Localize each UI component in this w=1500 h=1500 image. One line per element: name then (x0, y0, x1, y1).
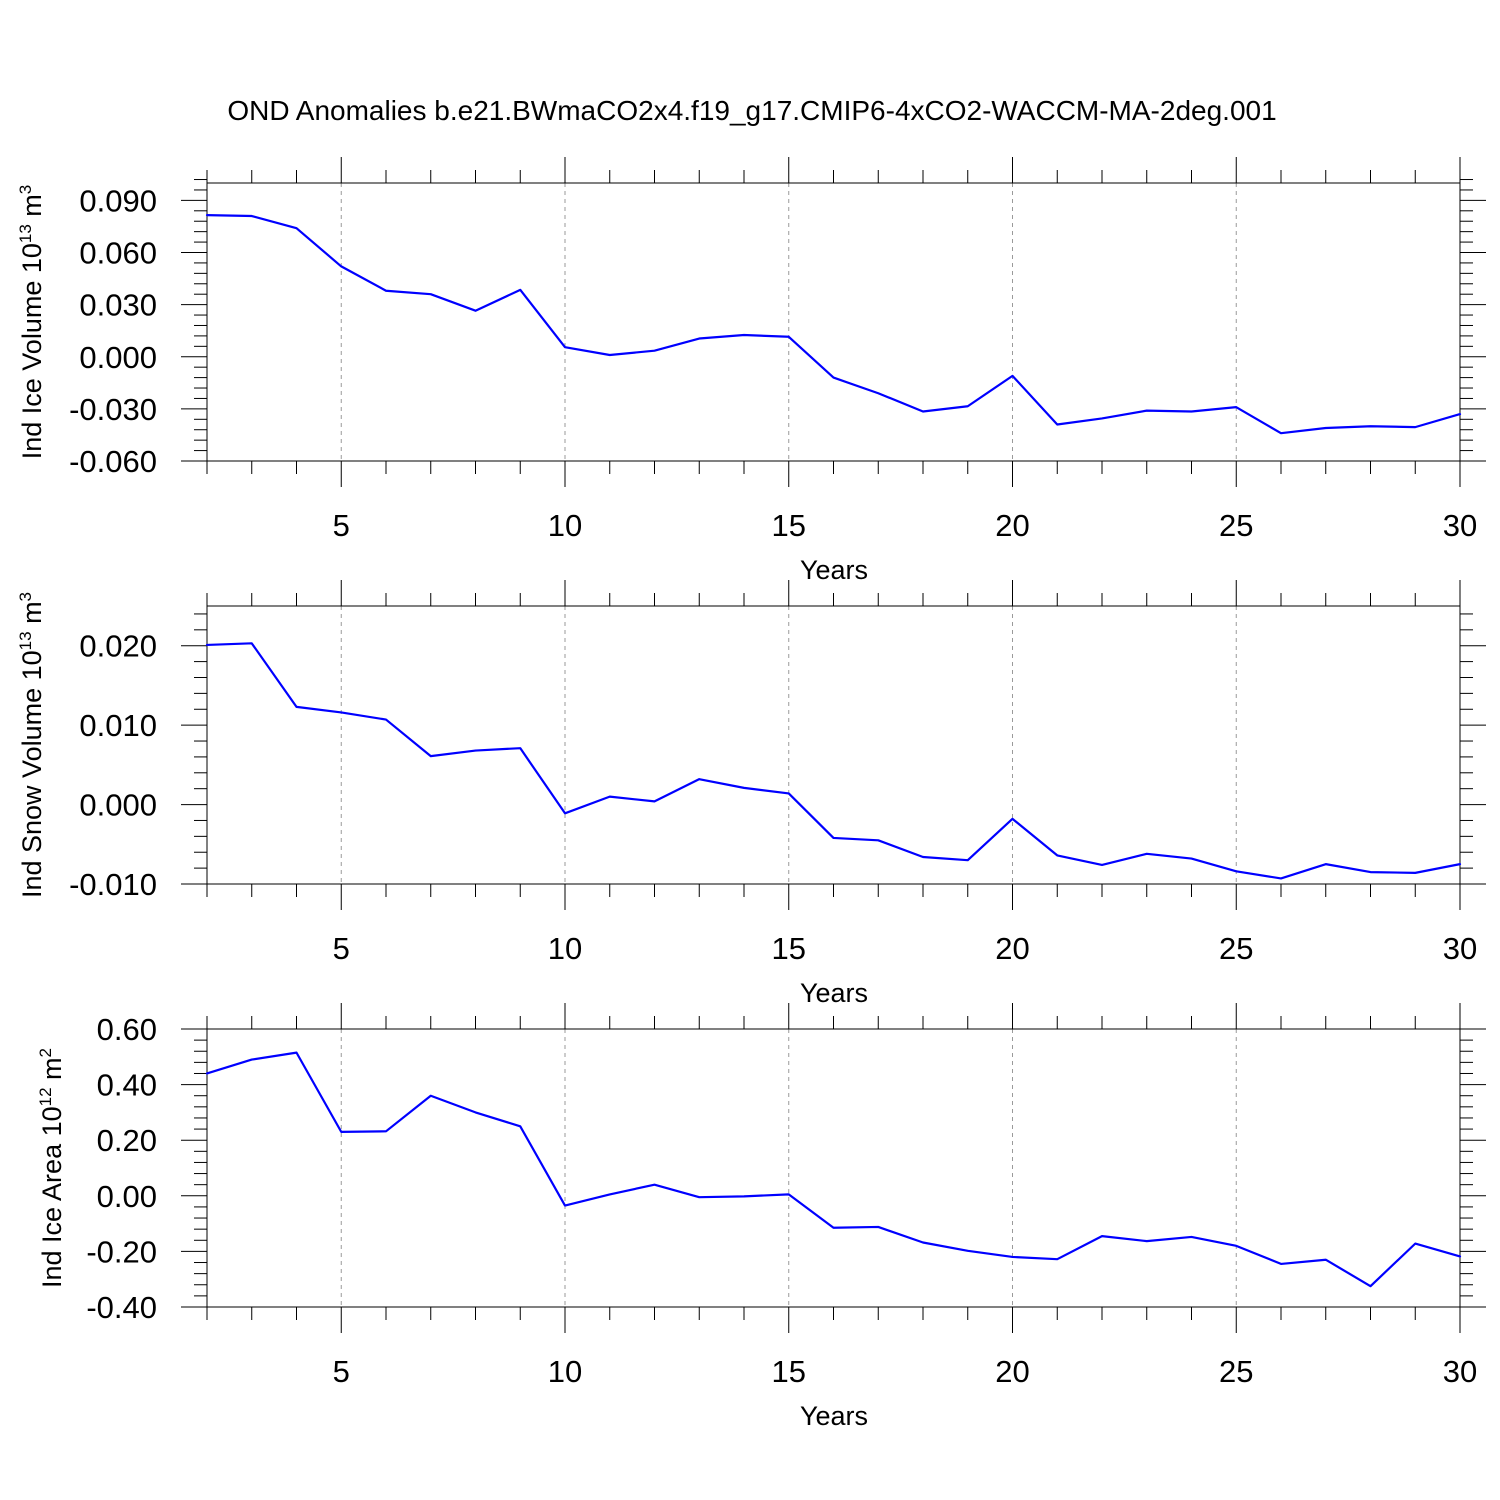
x-tick-label: 30 (1443, 931, 1477, 966)
x-tick-label: 25 (1219, 1354, 1253, 1389)
y-tick-label: 0.20 (97, 1123, 157, 1158)
y-axis-label-exponent: 13 (16, 224, 35, 243)
x-tick-label: 30 (1443, 1354, 1477, 1389)
y-tick-label: 0.090 (79, 183, 157, 218)
y-axis-label-unit-exponent: 2 (36, 1048, 55, 1057)
y-tick-label: -0.40 (86, 1290, 157, 1325)
series-line-ind-snow-volume (205, 642, 1462, 880)
x-tick-label: 5 (333, 508, 350, 543)
x-tick-label: 15 (772, 508, 806, 543)
y-axis-label-main: Ind Snow Volume 10 (17, 650, 47, 898)
y-tick-label: 0.030 (79, 288, 157, 323)
x-axis-label: Years (800, 555, 868, 585)
x-axis-label: Years (800, 978, 868, 1008)
y-axis-label-unit: m (17, 194, 47, 224)
y-axis-label: Ind Ice Area 1012 m2 (36, 1048, 67, 1288)
y-axis-label-unit: m (37, 1057, 67, 1087)
y-tick-label: -0.030 (69, 392, 157, 427)
y-axis-label-exponent: 13 (16, 631, 35, 650)
y-axis-label-unit-exponent: 3 (16, 185, 35, 194)
y-axis-label-main: Ind Ice Volume 10 (17, 243, 47, 459)
x-tick-label: 10 (548, 508, 582, 543)
y-tick-label: 0.060 (79, 236, 157, 271)
y-tick-label: 0.60 (97, 1012, 157, 1047)
x-tick-label: 15 (772, 1354, 806, 1389)
y-tick-label: 0.40 (97, 1068, 157, 1103)
y-tick-label: 0.000 (79, 340, 157, 375)
y-axis-label: Ind Snow Volume 1013 m3 (16, 592, 47, 898)
y-tick-label: 0.010 (79, 708, 157, 743)
y-axis-label-exponent: 12 (36, 1087, 55, 1106)
y-tick-label: 0.000 (79, 788, 157, 823)
x-tick-label: 5 (333, 931, 350, 966)
x-tick-label: 20 (995, 508, 1029, 543)
x-tick-label: 30 (1443, 508, 1477, 543)
chart-panel-ind-snow-volume: 5 10 15 20 25 30 Years -0.010 0.000 0.010 0.020 Ind… (16, 580, 1486, 1008)
y-tick-label: -0.060 (69, 444, 157, 479)
x-tick-label: 25 (1219, 508, 1253, 543)
x-tick-label: 15 (772, 931, 806, 966)
y-axis-label-unit-exponent: 3 (16, 592, 35, 601)
y-tick-label: -0.010 (69, 867, 157, 902)
x-tick-label: 10 (548, 931, 582, 966)
y-axis-label-main: Ind Ice Area 10 (37, 1106, 67, 1288)
x-axis-label: Years (800, 1401, 868, 1431)
chart-panels: 5 10 15 20 25 30Years-0.060-0.0300.0000.0300.… (16, 157, 1486, 1431)
x-tick-label: 10 (548, 1354, 582, 1389)
series-line-ind-ice-volume (205, 214, 1462, 435)
y-axis-label-unit: m (17, 601, 47, 631)
y-tick-label: -0.20 (86, 1234, 157, 1269)
x-tick-label: 20 (995, 1354, 1029, 1389)
x-tick-label: 5 (333, 1354, 350, 1389)
chart-panel-ind-ice-area: 5 10 15 20 25 30 Years -0.40 -0.20 0.00 0.20 0.40 0.… (36, 1003, 1486, 1431)
figure-title: OND Anomalies b.e21.BWmaCO2x4.f19_g17.CM… (227, 95, 1276, 126)
y-axis-label: Ind Ice Volume 1013 m3 (16, 185, 47, 460)
x-tick-label: 20 (995, 931, 1029, 966)
chart-panel-ind-ice-volume: 5 10 15 20 25 30 Years -0.060 -0.030 0.000 0.030 0.… (16, 157, 1486, 585)
series-line-ind-ice-area (205, 1051, 1462, 1288)
x-tick-label: 25 (1219, 931, 1253, 966)
y-tick-label: 0.020 (79, 629, 157, 664)
y-tick-label: 0.00 (97, 1179, 157, 1214)
